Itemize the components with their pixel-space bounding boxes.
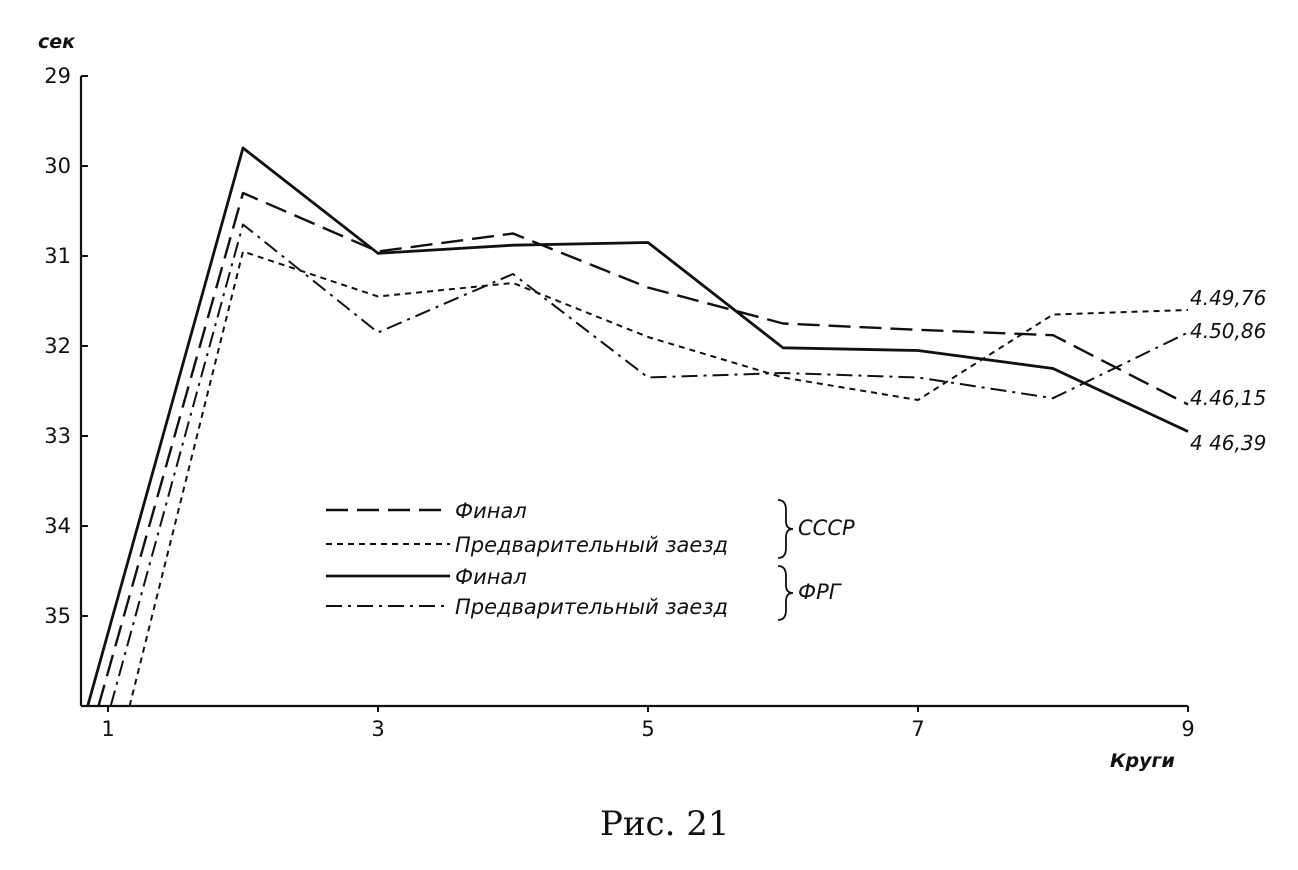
y-axis-title: сек xyxy=(38,31,76,53)
x-axis-title: Круги xyxy=(1110,750,1175,772)
x-tick-label: 5 xyxy=(641,717,654,741)
series-end-label: 4 46,39 xyxy=(1190,431,1266,455)
x-tick-label: 3 xyxy=(371,717,384,741)
series-end-label: 4.49,76 xyxy=(1190,286,1266,310)
series-end-label: 4.50,86 xyxy=(1190,319,1266,343)
legend-group-label: ФРГ xyxy=(798,580,843,604)
legend: Финал Предварительный заезд СССР Финал Предв… xyxy=(326,499,855,621)
legend-group-label: СССР xyxy=(798,516,855,540)
y-tick-label: 29 xyxy=(44,64,71,88)
x-tick-label: 9 xyxy=(1181,717,1194,741)
legend-entry-label: Предварительный заезд xyxy=(455,533,728,557)
y-tick-label: 33 xyxy=(44,424,71,448)
figure-caption: Рис. 21 xyxy=(600,804,729,844)
legend-entry-label: Финал xyxy=(455,499,527,523)
end-labels-layer: 4.46,15 4.49,76 4 46,39 4.50,86 xyxy=(1190,286,1266,455)
series-line-ссср-0 xyxy=(97,191,1189,706)
series-line-фрг-2 xyxy=(86,146,1189,706)
legend-brace xyxy=(777,565,794,621)
series-line-ссср-1 xyxy=(128,250,1189,706)
y-tick-label: 34 xyxy=(44,514,71,538)
y-tick-label: 30 xyxy=(44,154,71,178)
legend-brace xyxy=(777,499,794,559)
series-layer xyxy=(86,146,1189,706)
y-tick-label: 35 xyxy=(44,604,71,628)
legend-entry-label: Предварительный заезд xyxy=(455,595,728,619)
series-end-label: 4.46,15 xyxy=(1190,386,1266,410)
y-tick-label: 32 xyxy=(44,334,71,358)
y-tick-label: 31 xyxy=(44,244,71,268)
series-line-фрг-3 xyxy=(109,223,1189,706)
x-tick-label: 1 xyxy=(101,717,114,741)
x-tick-label: 7 xyxy=(911,717,924,741)
legend-entry-label: Финал xyxy=(455,565,527,589)
